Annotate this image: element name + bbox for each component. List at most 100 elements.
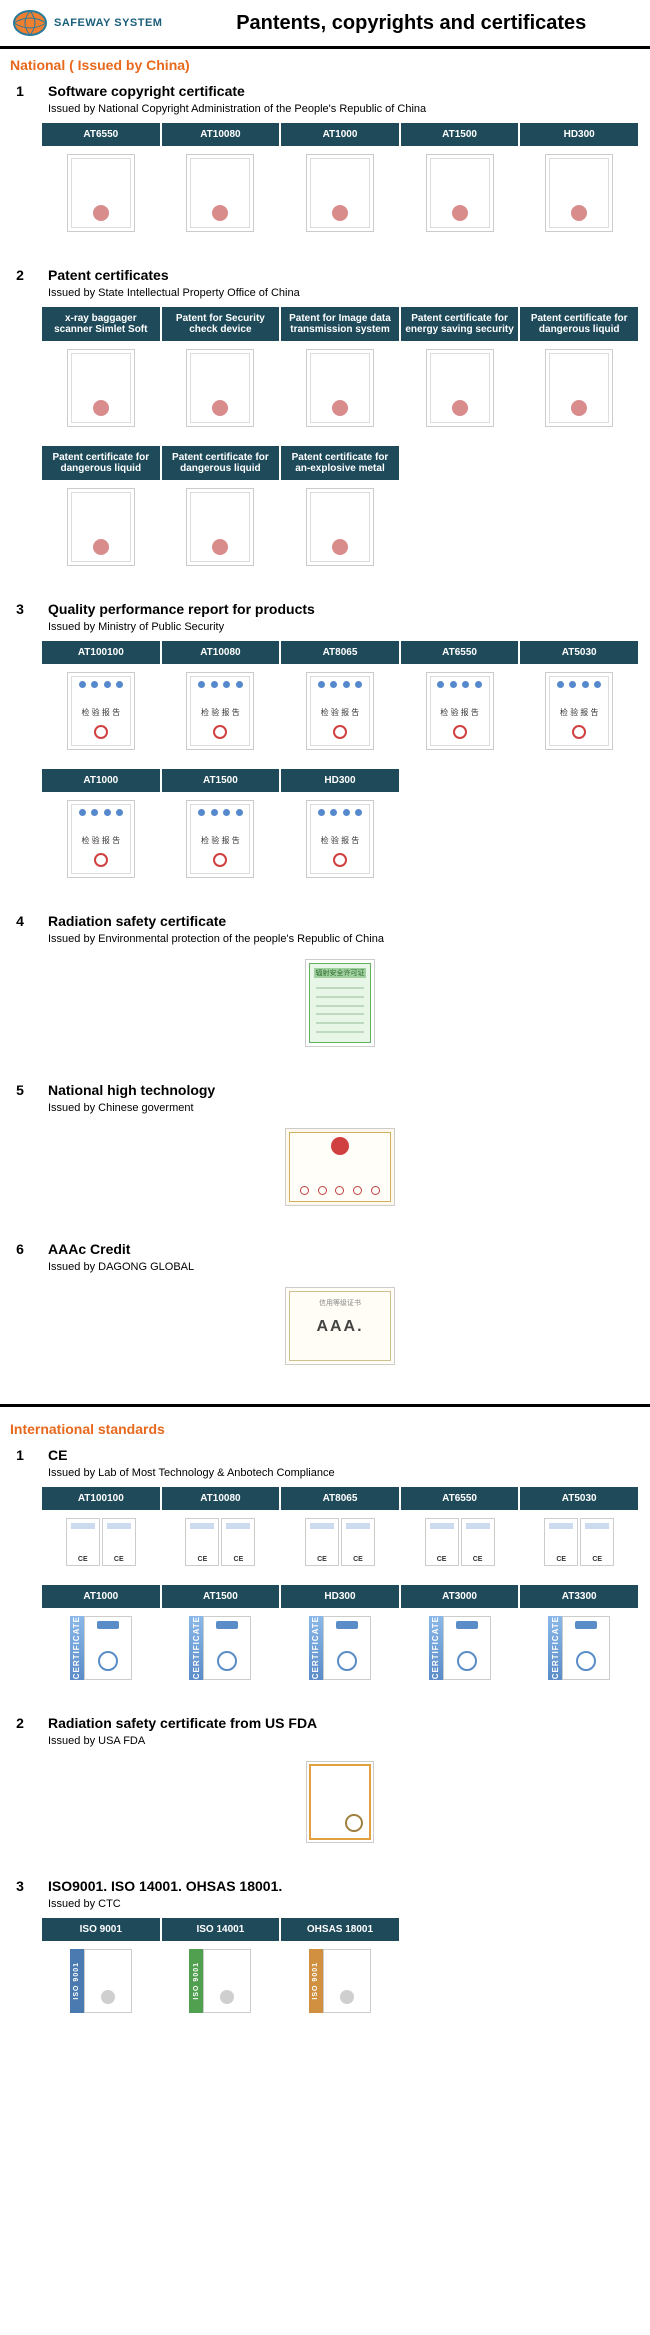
cert-cell [401,1512,519,1575]
cert-row-table: Patent certificate for dangerous liquidP… [40,444,640,577]
cert-thumb [544,1518,614,1566]
group-title: Radiation safety certificate from US FDA [48,1715,317,1731]
cert-cell [42,1512,160,1575]
cert-cell: CERTIFICATE [401,1610,519,1689]
cert-row-table: AT100100AT10080AT8065AT6550AT5030检 验 报 告… [40,639,640,761]
cert-thumb: 检 验 报 告 [186,800,254,878]
col-header: Patent certificate for dangerous liquid [162,446,280,480]
cert-cell: CERTIFICATE [162,1610,280,1689]
col-header: AT1500 [162,769,280,792]
cert-cell [401,148,519,241]
cert-thumb [306,154,374,232]
issued-by: Issued by State Intellectual Property Of… [48,287,640,299]
cert-row-table: ISO 9001ISO 14001OHSAS 18001ISO 9001ISO … [40,1916,640,2021]
cert-cell [42,482,160,575]
brand-text: SAFEWAY SYSTEM [54,17,162,29]
issued-by: Issued by Environmental protection of th… [48,933,640,945]
cert-thumb: 检 验 报 告 [306,672,374,750]
cert-thumb [67,154,135,232]
col-header: AT10080 [162,1487,280,1510]
cert-cell [520,148,638,241]
col-header: HD300 [281,769,399,792]
cert-cell [42,1122,638,1215]
cert-thumb [186,349,254,427]
issued-by: Issued by Chinese goverment [48,1102,640,1114]
cert-thumb: CERTIFICATE [429,1616,491,1680]
cert-cell: ISO 9001 [162,1943,280,2019]
group-title: Software copyright certificate [48,83,245,99]
col-header: AT100100 [42,641,160,664]
col-header: Patent certificate for energy saving sec… [401,307,519,341]
cert-row-table [40,1120,640,1217]
issued-by: Issued by CTC [48,1898,640,1910]
cert-cell: 检 验 报 告 [162,794,280,887]
cert-thumb: CERTIFICATE [548,1616,610,1680]
page-title: Pantents, copyrights and certificates [182,12,640,35]
group-title: Patent certificates [48,267,169,283]
cert-thumb: ISO 9001 [189,1949,251,2013]
col-header: AT1500 [401,123,519,146]
issued-by: Issued by USA FDA [48,1735,640,1747]
group-title: ISO9001. ISO 14001. OHSAS 18001. [48,1878,282,1894]
col-header: x-ray baggager scanner Simlet Soft [42,307,160,341]
cert-group: 2 Radiation safety certificate from US FD… [0,1709,650,1872]
group-number: 2 [10,1715,30,1731]
col-header: AT6550 [401,641,519,664]
cert-cell: 检 验 报 告 [42,666,160,759]
col-header: OHSAS 18001 [281,1918,399,1941]
cert-thumb [545,349,613,427]
cert-thumb [186,154,254,232]
group-number: 1 [10,1447,30,1463]
col-header: HD300 [281,1585,399,1608]
cert-thumb [186,488,254,566]
col-header: AT100100 [42,1487,160,1510]
cert-cell [281,343,399,436]
cert-row-table: 辐射安全许可证 [40,951,640,1058]
cert-cell: 检 验 报 告 [520,666,638,759]
col-header: AT8065 [281,641,399,664]
cert-thumb: 检 验 报 告 [186,672,254,750]
cert-cell [520,1512,638,1575]
issued-by: Issued by Ministry of Public Security [48,621,640,633]
content: National ( Issued by China)1Software cop… [0,49,650,2039]
cert-row-table: 信用等级证书AAA. [40,1279,640,1376]
cert-cell: 检 验 报 告 [162,666,280,759]
col-header: AT5030 [520,641,638,664]
cert-cell [162,482,280,575]
cert-cell [162,343,280,436]
section-divider [0,1404,650,1407]
cert-cell: 信用等级证书AAA. [42,1281,638,1374]
cert-cell: 检 验 报 告 [401,666,519,759]
cert-thumb: CERTIFICATE [309,1616,371,1680]
page-header: SAFEWAY SYSTEM Pantents, copyrights and … [0,0,650,49]
cert-cell [281,482,399,575]
cert-cell: CERTIFICATE [281,1610,399,1689]
cert-row-table: AT100100AT10080AT8065AT6550AT5030 [40,1485,640,1577]
cert-group: 1CEIssued by Lab of Most Technology & An… [0,1441,650,1709]
group-number: 6 [10,1241,30,1257]
cert-group: 6AAAc CreditIssued by DAGONG GLOBAL信用等级证… [0,1235,650,1394]
cert-thumb: CERTIFICATE [189,1616,251,1680]
cert-row-table: AT1000AT1500HD300检 验 报 告检 验 报 告检 验 报 告 [40,767,640,889]
cert-cell [281,148,399,241]
cert-group: 5National high technologyIssued by Chine… [0,1076,650,1235]
col-header: Patent for Security check device [162,307,280,341]
cert-thumb [185,1518,255,1566]
cert-thumb: CERTIFICATE [70,1616,132,1680]
cert-row-table: AT6550AT10080AT1000AT1500HD300 [40,121,640,243]
cert-thumb [426,154,494,232]
cert-row-table [40,1753,640,1854]
group-title: Quality performance report for products [48,601,315,617]
col-header: AT1000 [42,1585,160,1608]
cert-thumb: 检 验 报 告 [545,672,613,750]
col-header: ISO 14001 [162,1918,280,1941]
cert-thumb: 检 验 报 告 [306,800,374,878]
cert-thumb: 检 验 报 告 [67,800,135,878]
group-number: 4 [10,913,30,929]
col-header: AT10080 [162,123,280,146]
group-number: 3 [10,601,30,617]
cert-thumb: ISO 9001 [70,1949,132,2013]
cert-cell [162,1512,280,1575]
cert-group: 3 Quality performance report for products… [0,595,650,907]
cert-thumb [306,488,374,566]
